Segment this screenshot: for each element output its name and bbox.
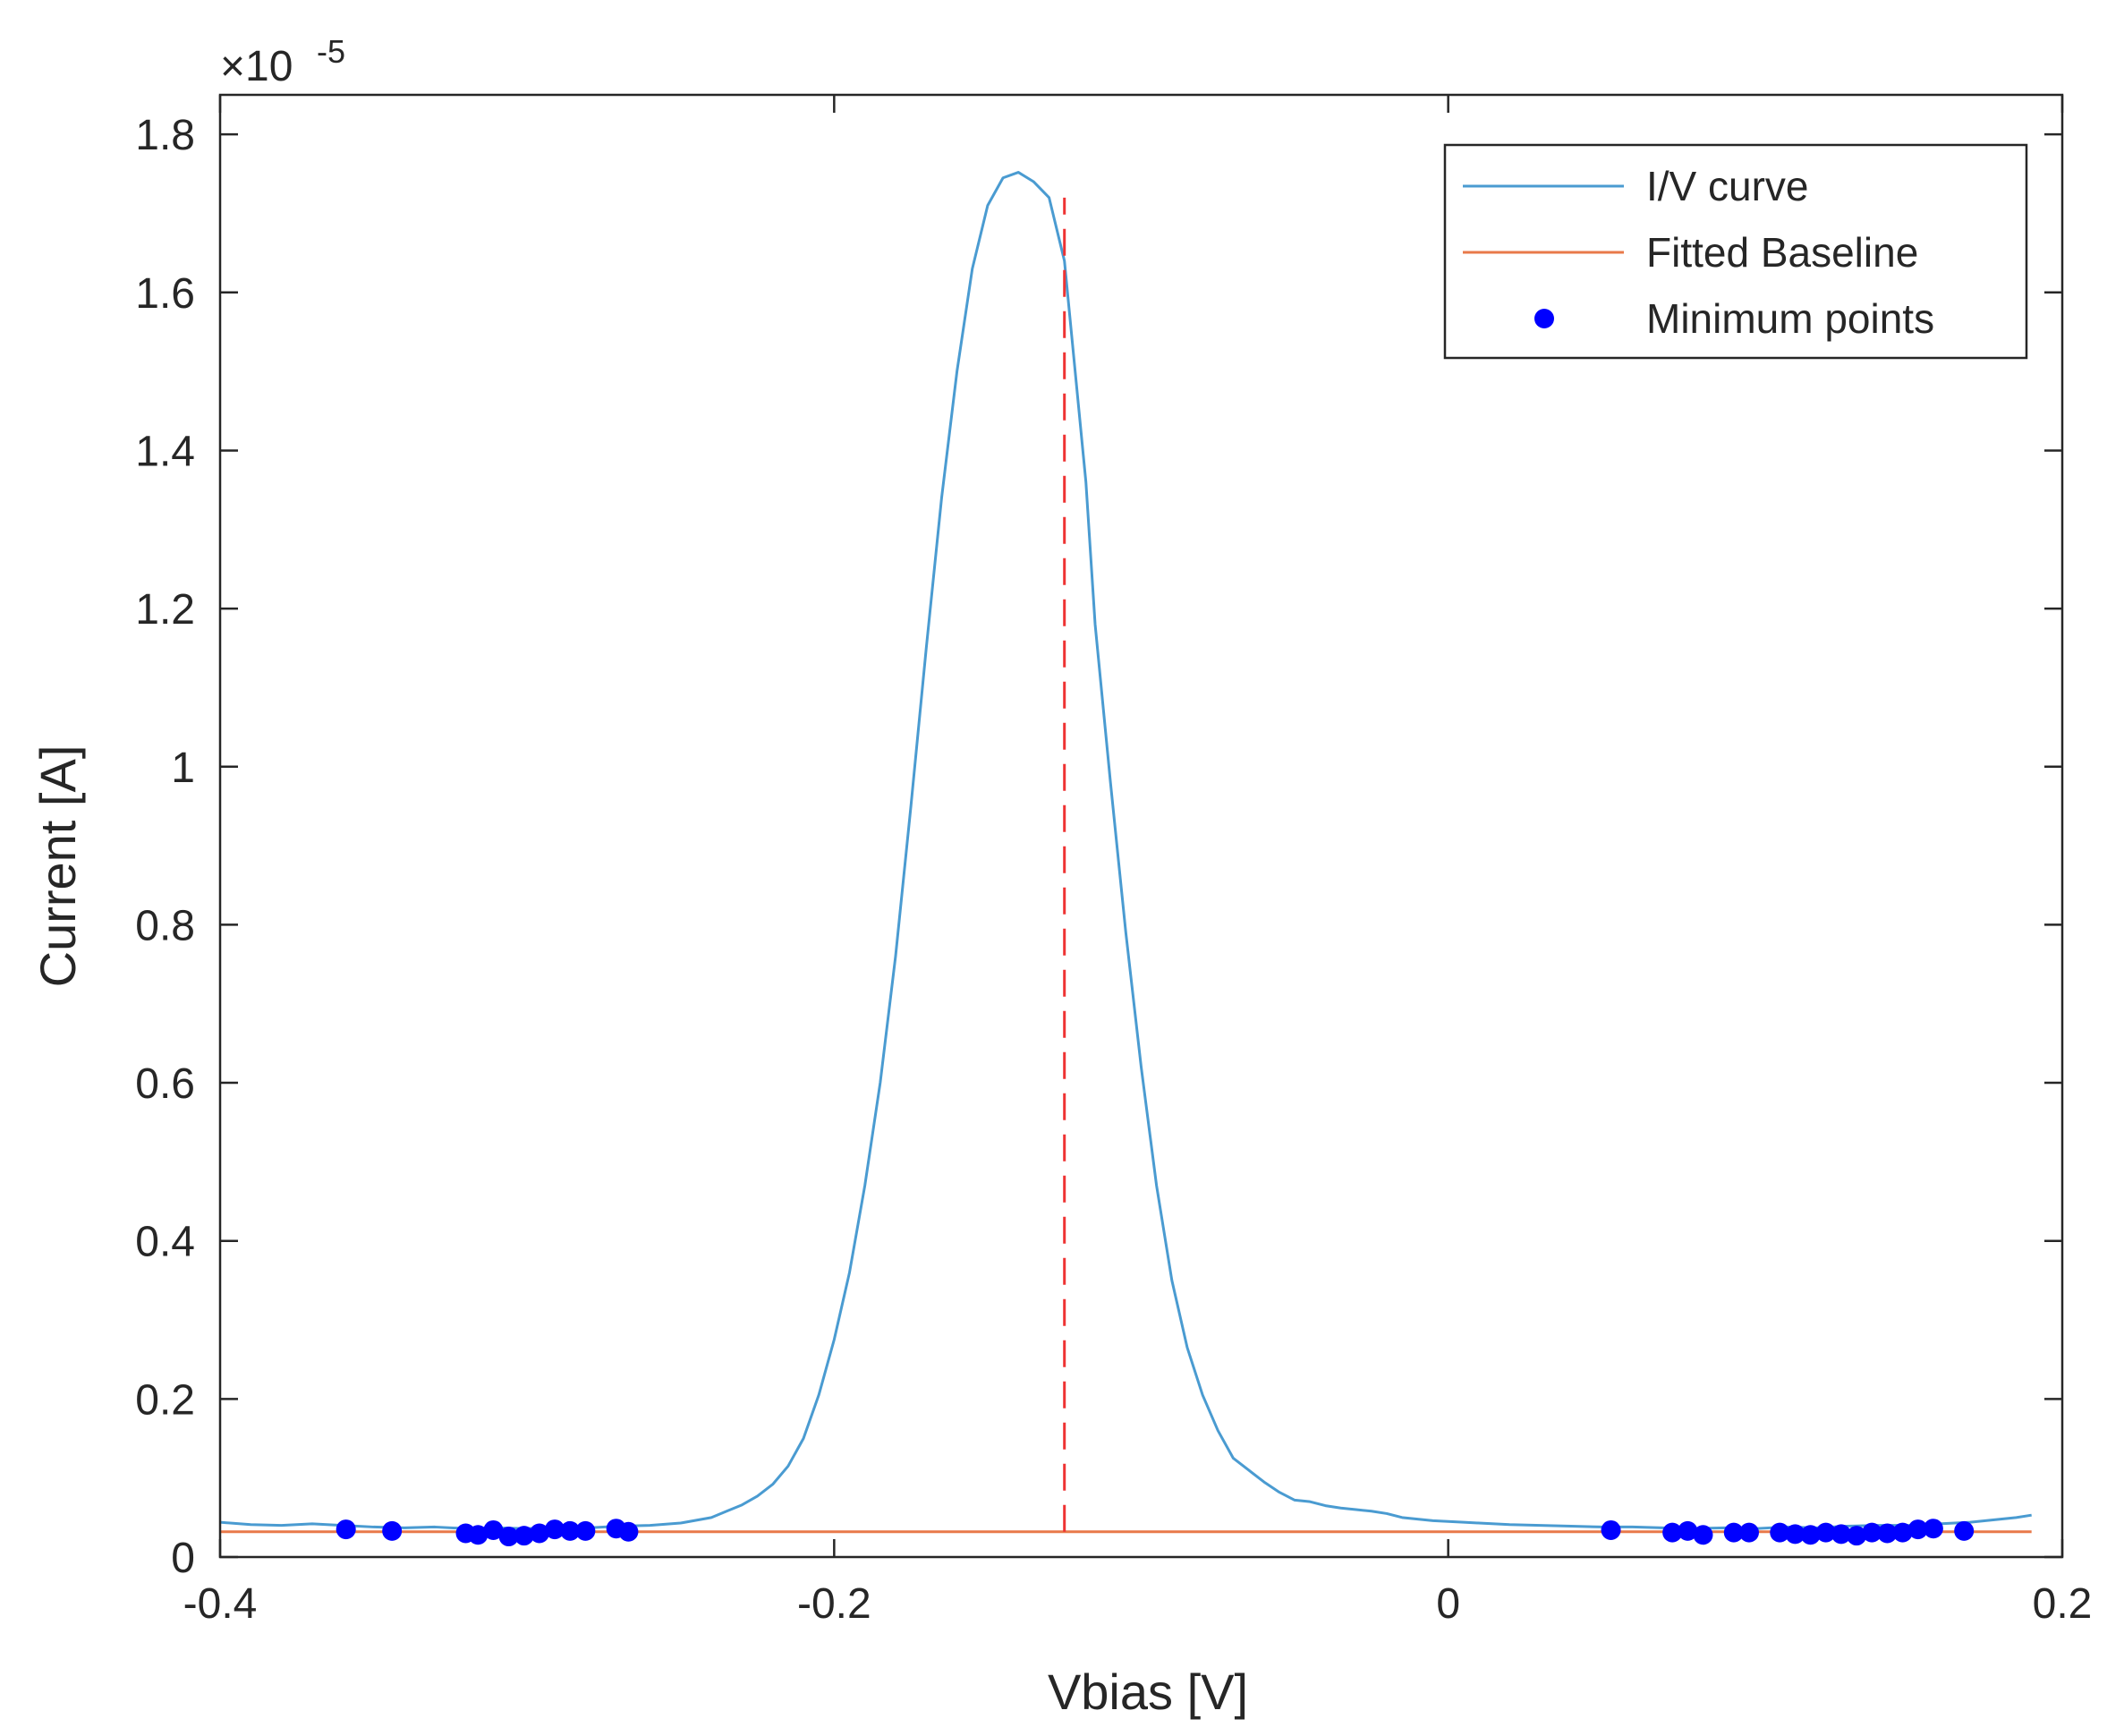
minimum-point-marker — [1601, 1519, 1621, 1540]
minimum-point-marker — [529, 1523, 549, 1544]
y-tick-label: 0.2 — [135, 1376, 195, 1424]
x-tick-label: -0.2 — [797, 1580, 871, 1628]
minimum-point-marker — [1923, 1519, 1943, 1539]
y-tick-label: 0.6 — [135, 1060, 195, 1108]
minimum-point-marker — [560, 1520, 581, 1541]
minimum-point-marker — [1662, 1522, 1683, 1543]
y-tick-label: 0.8 — [135, 902, 195, 949]
y-tick-label: 1.8 — [135, 112, 195, 159]
legend-label-fitted-baseline: Fitted Baseline — [1646, 229, 1918, 276]
legend-label-iv-curve: I/V curve — [1646, 163, 1809, 209]
minimum-point-marker — [514, 1526, 534, 1546]
y-tick-label: 1.2 — [135, 586, 195, 634]
minimum-point-marker — [618, 1521, 639, 1542]
y-axis-label: Current [A] — [30, 745, 86, 988]
minimum-point-marker — [1862, 1522, 1882, 1543]
legend-label-minimum-points: Minimum points — [1646, 295, 1934, 342]
minimum-point-marker — [1800, 1525, 1821, 1545]
x-tick-label: -0.4 — [183, 1580, 258, 1628]
y-tick-label: 0 — [171, 1535, 195, 1582]
minimum-point-marker — [1678, 1520, 1698, 1541]
minimum-point-marker — [1877, 1523, 1898, 1544]
minimum-point-marker — [1723, 1522, 1744, 1543]
x-tick-label: 0 — [1436, 1580, 1460, 1628]
y-tick-label: 0.4 — [135, 1219, 195, 1266]
minimum-point-marker — [336, 1519, 356, 1540]
minimum-point-marker — [1847, 1526, 1867, 1546]
minimum-point-marker — [498, 1527, 519, 1547]
y-multiplier-exponent: -5 — [317, 33, 345, 70]
minimum-point-marker — [1907, 1519, 1928, 1540]
axes-box — [218, 93, 2064, 1559]
minimum-point-marker — [545, 1519, 565, 1540]
y-tick-label: 1.6 — [135, 270, 195, 318]
minimum-point-marker — [468, 1525, 489, 1545]
y-tick-label: 1.4 — [135, 428, 195, 475]
series-line-iv-curve — [219, 171, 2032, 1530]
minimum-point-marker — [1892, 1522, 1913, 1543]
minimum-point-marker — [1738, 1522, 1759, 1543]
tick-layer: -0.4 -0.2 0 0.2 0 0.2 0.4 0.6 0.8 1 1.2 1.4 1.6 1.8 — [135, 95, 2092, 1628]
x-tick-label: 0.2 — [2033, 1580, 2093, 1628]
minimum-point-marker — [483, 1519, 504, 1540]
minimum-point-marker — [1831, 1524, 1851, 1545]
minimum-point-marker — [1785, 1524, 1805, 1545]
minimum-point-marker — [1770, 1522, 1790, 1543]
minimum-point-marker — [382, 1520, 403, 1541]
y-tick-label: 1 — [171, 745, 195, 792]
series-layer — [219, 171, 2032, 1547]
legend: I/V curve Fitted Baseline Minimum points — [1443, 143, 2028, 360]
minimum-point-marker — [1954, 1520, 1975, 1541]
minimum-point-marker — [1815, 1522, 1836, 1543]
legend-swatch-minimum-points — [1534, 309, 1554, 328]
minimum-point-marker — [1693, 1525, 1713, 1545]
y-multiplier-label: ×10 — [220, 43, 293, 90]
x-axis-label: Vbias [V] — [1048, 1664, 1248, 1720]
minimum-point-marker — [575, 1520, 596, 1541]
